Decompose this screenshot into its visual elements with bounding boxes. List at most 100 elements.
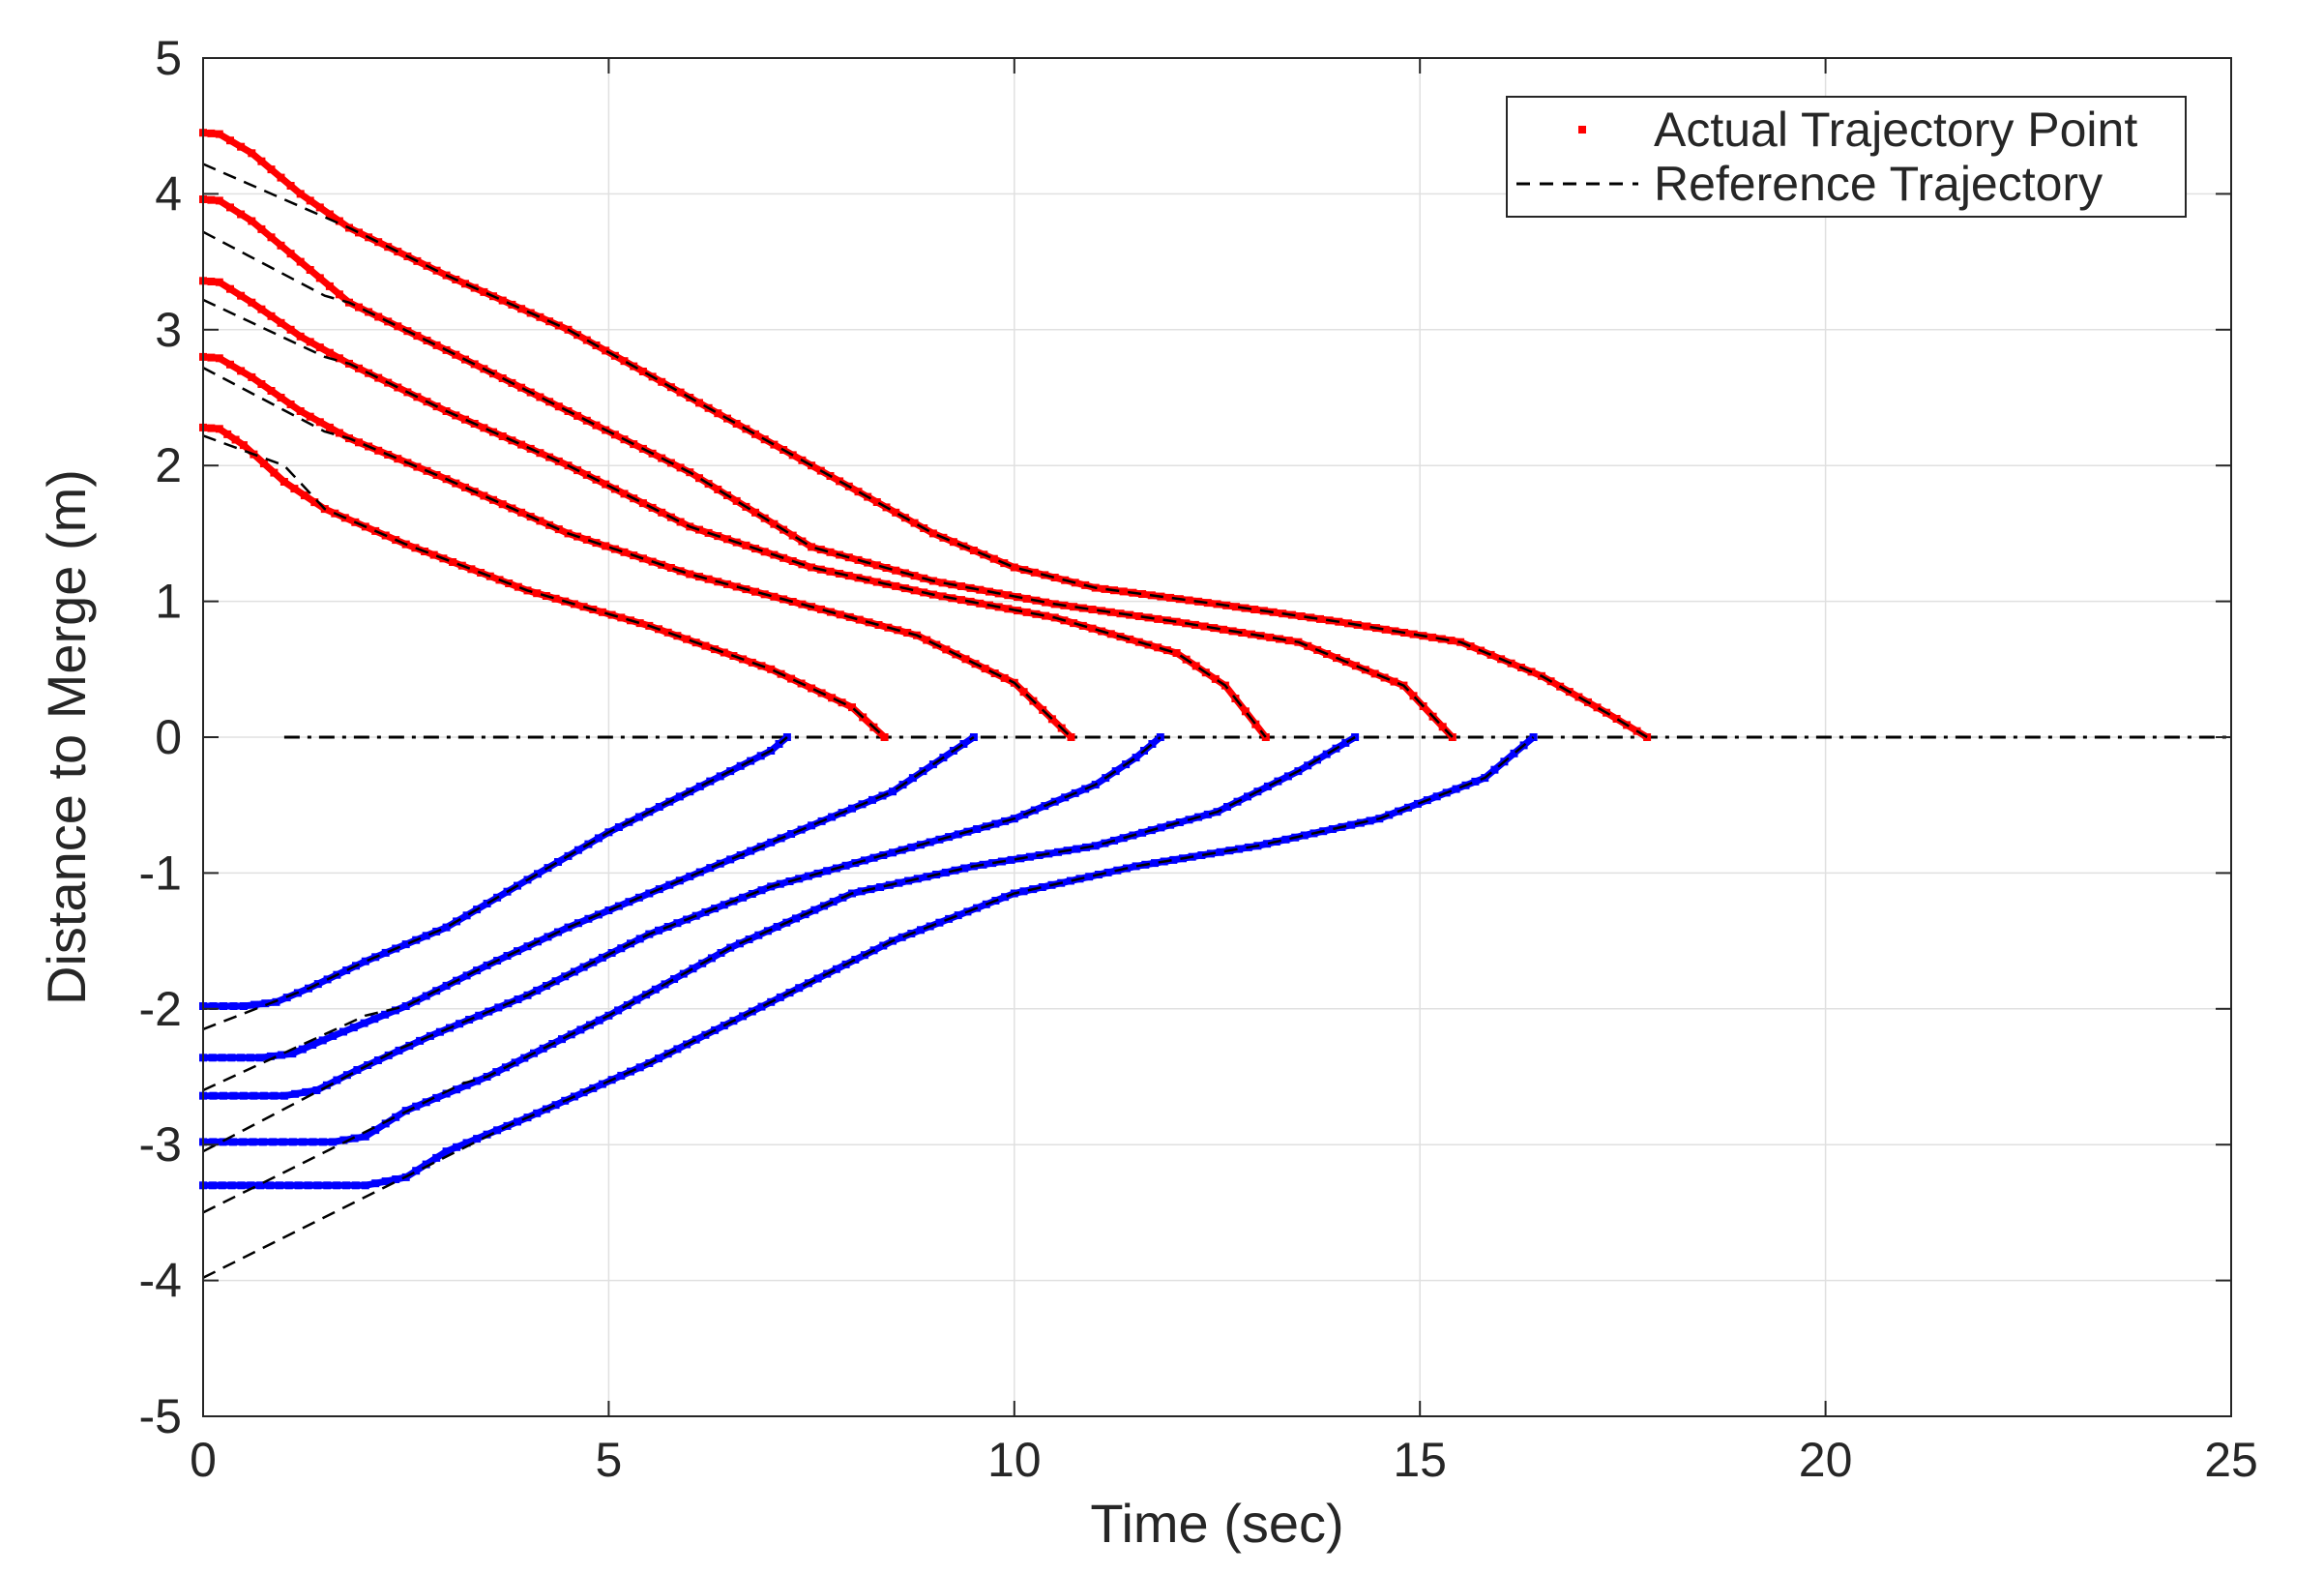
actual-trajectory-point bbox=[461, 483, 469, 491]
actual-trajectory-point bbox=[1070, 603, 1078, 611]
actual-trajectory-point bbox=[300, 491, 309, 500]
actual-trajectory-point bbox=[318, 1138, 327, 1146]
actual-trajectory-point bbox=[480, 491, 488, 500]
actual-trajectory-point bbox=[374, 238, 383, 247]
actual-trajectory-point bbox=[432, 1093, 441, 1102]
actual-trajectory-point bbox=[248, 149, 256, 158]
actual-trajectory-point bbox=[1263, 782, 1272, 790]
actual-trajectory-point bbox=[808, 543, 816, 551]
x-tick-label: 25 bbox=[2204, 1433, 2258, 1487]
actual-trajectory-point bbox=[462, 971, 471, 980]
actual-trajectory-point bbox=[339, 1027, 347, 1036]
actual-trajectory-point bbox=[1010, 563, 1018, 572]
actual-trajectory-point bbox=[422, 992, 430, 1000]
actual-trajectory-point bbox=[517, 440, 526, 449]
actual-trajectory-point bbox=[991, 819, 1000, 828]
reference-trajectory-7 bbox=[202, 735, 975, 1092]
actual-trajectory-point bbox=[1154, 614, 1162, 623]
actual-trajectory-point bbox=[239, 1002, 248, 1010]
actual-trajectory-point bbox=[872, 561, 881, 570]
actual-trajectory-point bbox=[494, 1003, 503, 1012]
actual-trajectory-point bbox=[286, 401, 295, 408]
actual-trajectory-point bbox=[770, 520, 779, 528]
actual-trajectory-point bbox=[551, 594, 560, 603]
actual-trajectory-point bbox=[1220, 625, 1227, 634]
actual-trajectory-point bbox=[551, 977, 560, 986]
actual-trajectory-point bbox=[817, 605, 825, 613]
actual-trajectory-point bbox=[277, 318, 285, 327]
actual-trajectory-point bbox=[207, 353, 216, 362]
actual-trajectory-point bbox=[788, 531, 797, 540]
actual-trajectory-point bbox=[635, 619, 644, 628]
actual-trajectory-point bbox=[665, 880, 674, 889]
actual-trajectory-point bbox=[355, 228, 363, 237]
actual-trajectory-point bbox=[1241, 707, 1250, 716]
actual-trajectory-point bbox=[695, 399, 703, 407]
actual-trajectory-point bbox=[318, 1036, 327, 1045]
y-tick-label: 3 bbox=[155, 303, 182, 357]
actual-trajectory-point bbox=[1185, 596, 1193, 605]
actual-trajectory-point bbox=[732, 582, 741, 591]
actual-trajectory-point bbox=[1172, 649, 1181, 657]
y-tick-label: 0 bbox=[155, 710, 182, 764]
actual-trajectory-point bbox=[237, 210, 246, 219]
actual-trajectory-point bbox=[288, 1050, 297, 1058]
actual-trajectory-point bbox=[823, 867, 832, 876]
actual-trajectory-point bbox=[286, 182, 295, 190]
actual-trajectory-point bbox=[209, 1091, 218, 1100]
actual-trajectory-point bbox=[267, 387, 276, 395]
actual-trajectory-point bbox=[767, 665, 776, 673]
actual-trajectory-point bbox=[492, 1068, 501, 1077]
y-tick-label: 1 bbox=[155, 575, 182, 629]
actual-trajectory-point bbox=[658, 508, 666, 517]
actual-trajectory-point bbox=[1300, 831, 1309, 840]
y-tick-label: -4 bbox=[139, 1254, 182, 1308]
actual-trajectory-point bbox=[826, 548, 835, 556]
actual-trajectory-point bbox=[1390, 677, 1398, 686]
actual-trajectory-point bbox=[325, 423, 334, 431]
y-tick-label: -2 bbox=[139, 982, 182, 1036]
actual-trajectory-point bbox=[355, 303, 363, 312]
actual-trajectory-point bbox=[959, 740, 968, 748]
actual-trajectory-point bbox=[1432, 792, 1441, 801]
actual-trajectory-point bbox=[1000, 673, 1009, 682]
actual-trajectory-point bbox=[558, 1035, 566, 1044]
actual-trajectory-point bbox=[757, 886, 766, 895]
actual-trajectory-point bbox=[1409, 692, 1418, 700]
actual-trajectory-point bbox=[401, 1002, 410, 1010]
actual-trajectory-point bbox=[889, 787, 897, 796]
actual-trajectory-point bbox=[651, 985, 660, 994]
actual-trajectory-point bbox=[1347, 820, 1356, 829]
actual-trajectory-point bbox=[989, 554, 998, 563]
actual-trajectory-point bbox=[503, 952, 512, 960]
actual-trajectory-point bbox=[229, 1138, 237, 1146]
actual-trajectory-point bbox=[296, 407, 305, 415]
actual-trajectory-point bbox=[298, 1045, 307, 1054]
actual-trajectory-point bbox=[342, 1181, 350, 1190]
actual-trajectory-point bbox=[395, 1046, 403, 1054]
actual-trajectory-point bbox=[422, 932, 430, 940]
actual-trajectory-point bbox=[257, 305, 266, 313]
actual-trajectory-point bbox=[739, 893, 748, 902]
actual-trajectory-point bbox=[957, 582, 965, 590]
actual-trajectory-point bbox=[1106, 608, 1115, 616]
actual-trajectory-point bbox=[237, 1181, 246, 1190]
actual-trajectory-point bbox=[910, 572, 919, 580]
actual-trajectory-point bbox=[787, 674, 796, 683]
actual-trajectory-point bbox=[215, 425, 223, 433]
actual-trajectory-point bbox=[594, 834, 603, 843]
actual-trajectory-point bbox=[315, 274, 324, 282]
actual-trajectory-point bbox=[1471, 777, 1480, 786]
actual-trajectory-point bbox=[284, 1181, 293, 1190]
actual-trajectory-point bbox=[223, 430, 232, 438]
x-tick-label: 10 bbox=[987, 1433, 1042, 1487]
x-tick-label: 5 bbox=[595, 1433, 622, 1487]
actual-trajectory-point bbox=[582, 535, 591, 544]
actual-trajectory-point bbox=[394, 455, 402, 463]
actual-trajectory-point bbox=[872, 498, 881, 506]
actual-trajectory-point bbox=[335, 290, 343, 299]
actual-trajectory-point bbox=[442, 981, 451, 990]
actual-trajectory-point bbox=[351, 1181, 360, 1190]
legend-label-reference: Reference Trajectory bbox=[1654, 157, 2103, 211]
actual-trajectory-point bbox=[207, 424, 216, 432]
